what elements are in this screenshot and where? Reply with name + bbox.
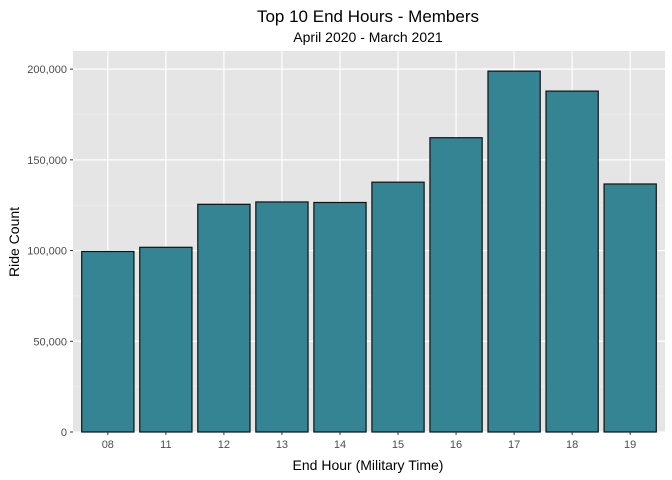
x-tick-label: 13: [276, 439, 288, 451]
x-tick-label: 16: [450, 439, 462, 451]
bars: [81, 70, 657, 433]
x-axis-title: End Hour (Military Time): [293, 457, 444, 473]
x-tick-label: 15: [392, 439, 404, 451]
bar-11: [139, 246, 193, 433]
x-tick-label: 18: [566, 439, 578, 451]
bar-16: [429, 137, 483, 433]
x-tick-label: 17: [508, 439, 520, 451]
x-tick-label: 19: [624, 439, 636, 451]
bar-17: [487, 70, 541, 433]
chart-title: Top 10 End Hours - Members: [257, 7, 479, 26]
bar-18: [545, 90, 599, 433]
chart-subtitle: April 2020 - March 2021: [293, 29, 443, 45]
bar-19: [603, 183, 657, 433]
x-tick-label: 08: [102, 439, 114, 451]
x-axis-ticks: 08 11 12 13 14 15 16 17 18 19: [102, 432, 636, 451]
y-axis-ticks: 0 50,000 100,000 150,000 200,000: [27, 64, 73, 439]
bar-12: [197, 203, 251, 433]
y-tick-label: 150,000: [27, 155, 67, 167]
bar-14: [313, 201, 367, 433]
y-tick-label: 200,000: [27, 64, 67, 76]
bar-13: [255, 201, 309, 433]
x-tick-label: 14: [334, 439, 346, 451]
x-tick-label: 12: [218, 439, 230, 451]
bar-08: [81, 250, 135, 433]
x-tick-label: 11: [160, 439, 171, 451]
y-axis-title: Ride Count: [6, 207, 22, 277]
bar-15: [371, 181, 425, 433]
y-tick-label: 0: [61, 427, 67, 439]
y-tick-label: 100,000: [27, 246, 67, 258]
y-tick-label: 50,000: [33, 336, 67, 348]
